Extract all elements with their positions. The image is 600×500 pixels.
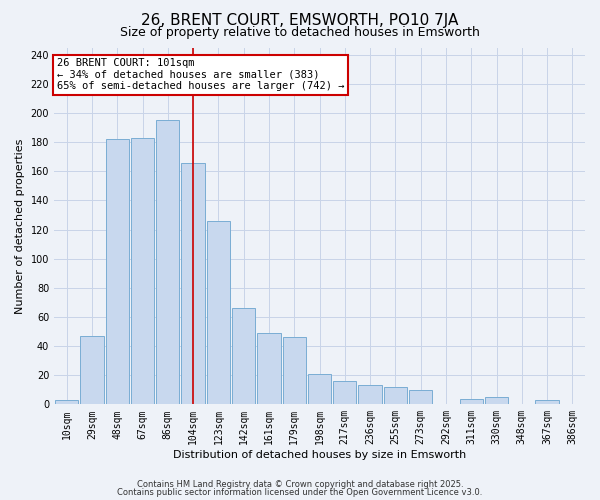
Text: Contains HM Land Registry data © Crown copyright and database right 2025.: Contains HM Land Registry data © Crown c… xyxy=(137,480,463,489)
Text: 26 BRENT COURT: 101sqm
← 34% of detached houses are smaller (383)
65% of semi-de: 26 BRENT COURT: 101sqm ← 34% of detached… xyxy=(56,58,344,92)
Text: 26, BRENT COURT, EMSWORTH, PO10 7JA: 26, BRENT COURT, EMSWORTH, PO10 7JA xyxy=(142,12,458,28)
Bar xyxy=(156,120,179,405)
Bar xyxy=(207,221,230,404)
Bar xyxy=(485,397,508,404)
Text: Contains public sector information licensed under the Open Government Licence v3: Contains public sector information licen… xyxy=(118,488,482,497)
Bar xyxy=(535,400,559,404)
Bar xyxy=(232,308,256,404)
Bar xyxy=(333,381,356,404)
Bar xyxy=(131,138,154,404)
Bar xyxy=(384,387,407,404)
Bar xyxy=(460,398,483,404)
Bar xyxy=(409,390,432,404)
Text: Size of property relative to detached houses in Emsworth: Size of property relative to detached ho… xyxy=(120,26,480,39)
Bar xyxy=(181,162,205,404)
Bar xyxy=(257,333,281,404)
Bar xyxy=(80,336,104,404)
Bar xyxy=(283,338,306,404)
Bar xyxy=(55,400,79,404)
X-axis label: Distribution of detached houses by size in Emsworth: Distribution of detached houses by size … xyxy=(173,450,466,460)
Bar xyxy=(308,374,331,404)
Bar xyxy=(358,386,382,404)
Bar xyxy=(106,140,129,404)
Y-axis label: Number of detached properties: Number of detached properties xyxy=(15,138,25,314)
